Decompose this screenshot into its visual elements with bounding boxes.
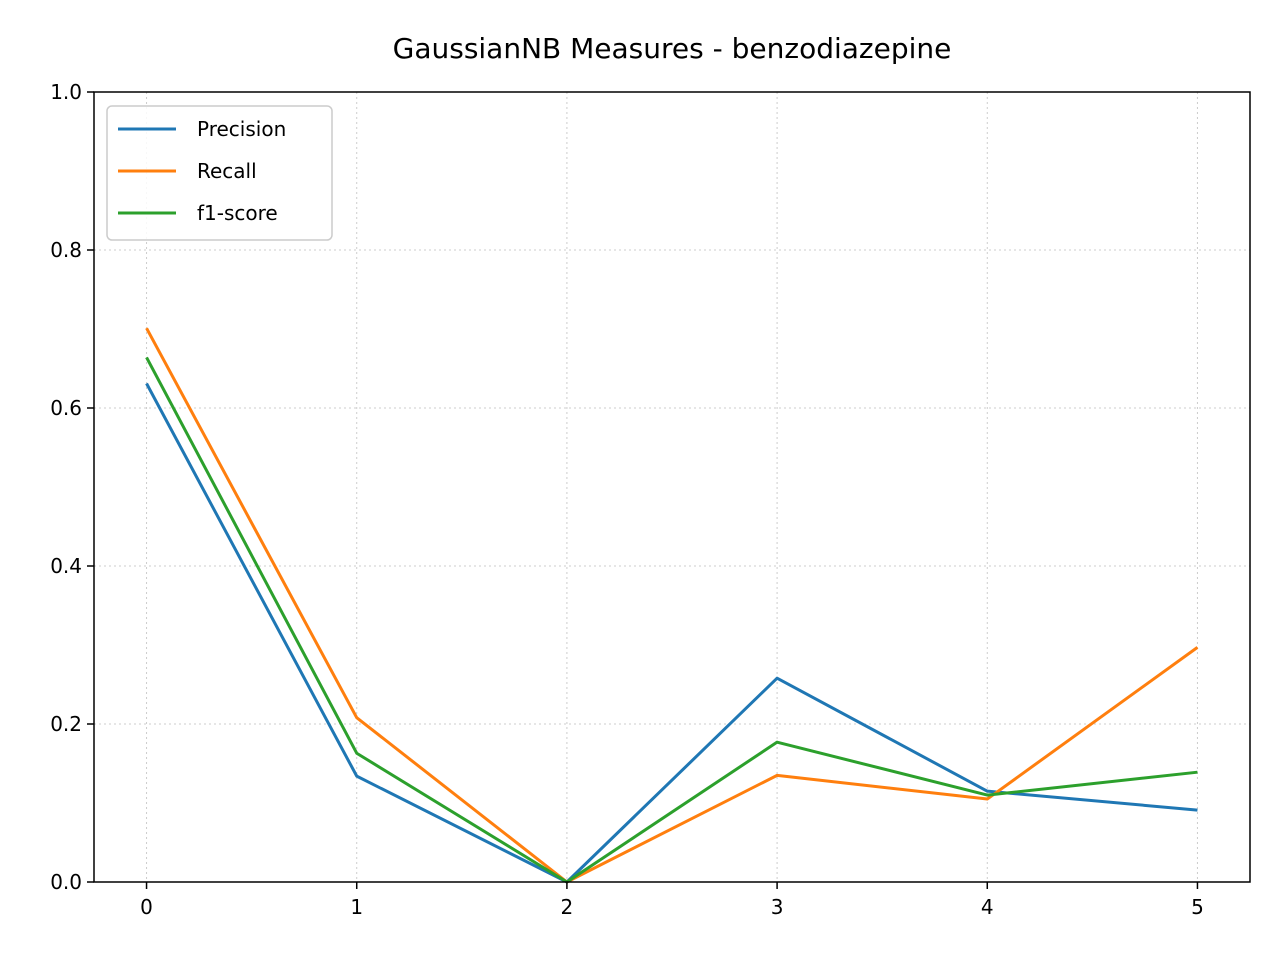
y-tick-label: 0.6 [50, 396, 82, 420]
series-line-f1-score [145, 356, 1198, 884]
chart-title: GaussianNB Measures - benzodiazepine [393, 32, 952, 65]
series-line-recall [145, 327, 1199, 884]
x-tick-label: 1 [350, 895, 363, 919]
legend-box [106, 105, 333, 241]
y-tick-label: 0.4 [50, 554, 82, 578]
series-lines [145, 327, 1199, 884]
y-tick-label: 0.2 [50, 712, 82, 736]
legend-label: Precision [197, 117, 286, 141]
x-tick-label: 2 [561, 895, 574, 919]
y-tick-label: 0.0 [50, 870, 82, 894]
legend-label: Recall [197, 159, 257, 183]
x-tick-label: 3 [771, 895, 784, 919]
legend: Precision Recall f1-score [106, 105, 333, 241]
series-line-precision [145, 382, 1198, 884]
x-tick-label: 0 [140, 895, 153, 919]
axis-ticks: 0 1 2 3 4 5 0.0 0.2 0.4 0.6 0.8 1.0 [50, 80, 1204, 919]
y-tick-label: 0.8 [50, 238, 82, 262]
y-tick-label: 1.0 [50, 80, 82, 104]
legend-label: f1-score [197, 201, 278, 225]
plot-frame [93, 91, 1251, 883]
x-tick-label: 4 [981, 895, 994, 919]
x-tick-label: 5 [1191, 895, 1204, 919]
